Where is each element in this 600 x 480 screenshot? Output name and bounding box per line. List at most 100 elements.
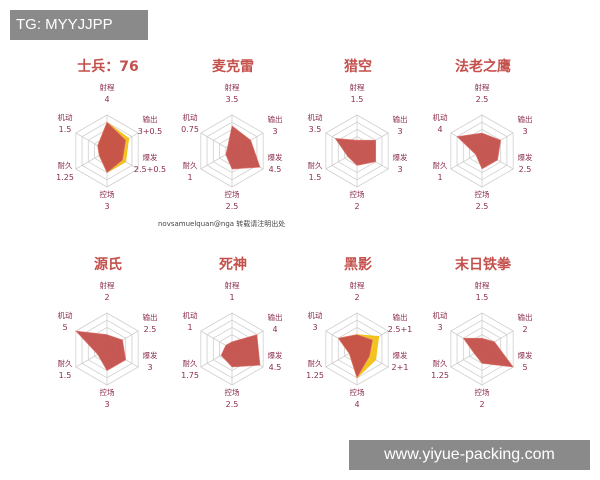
axis-value-label: 3: [397, 165, 402, 174]
axis-value-label: 4.5: [269, 363, 282, 372]
axis-value-label: 4: [272, 325, 277, 334]
chart-title: 死神: [218, 256, 247, 273]
chart-title: 麦克雷: [212, 58, 254, 75]
base-series-area: [456, 132, 502, 170]
axis-value-label: 1: [229, 293, 234, 302]
chart-title: 黑影: [344, 257, 372, 273]
axis-label: 控场: [100, 387, 115, 397]
axis-label: 控场: [350, 387, 365, 397]
axis-value-label: 1.5: [476, 293, 489, 302]
axis-value-label: 2: [104, 293, 109, 302]
chart-title: 末日铁拳: [455, 256, 512, 273]
axis-label: 射程: [225, 82, 240, 92]
axis-label: 输出: [393, 312, 408, 322]
axis-label: 爆发: [393, 152, 408, 162]
axis-label: 输出: [268, 114, 283, 124]
axis-value-label: 2: [522, 325, 527, 334]
chart-title: 源氏: [94, 256, 122, 273]
axis-label: 爆发: [518, 152, 533, 162]
axis-value-label: 1.25: [56, 173, 74, 182]
axis-label: 爆发: [143, 350, 158, 360]
axis-value-label: 3+0.5: [138, 127, 163, 136]
axis-label: 机动: [58, 310, 73, 320]
base-series-area: [75, 330, 127, 372]
axis-value-label: 1.5: [309, 173, 322, 182]
chart-title: 法老之鹰: [455, 58, 511, 75]
axis-value-label: 2.5: [476, 202, 489, 211]
axis-label: 耐久: [433, 160, 448, 170]
axis-label: 射程: [350, 280, 365, 290]
axis-value-label: 2.5+0.5: [134, 165, 166, 174]
axis-value-label: 2: [479, 400, 484, 409]
axis-value-label: 1.25: [431, 371, 449, 380]
axis-label: 耐久: [58, 160, 73, 170]
axis-value-label: 1: [437, 173, 442, 182]
axis-value-label: 0.75: [181, 125, 199, 134]
base-series-area: [225, 125, 261, 170]
axis-value-label: 1.5: [59, 125, 72, 134]
axis-label: 射程: [100, 82, 115, 92]
axis-value-label: 2.5: [226, 202, 239, 211]
axis-label: 耐久: [183, 358, 198, 368]
axis-value-label: 2.5: [519, 165, 532, 174]
axis-label: 耐久: [58, 358, 73, 368]
axis-value-label: 3: [104, 400, 109, 409]
axis-label: 输出: [268, 312, 283, 322]
axis-value-label: 3: [397, 127, 402, 136]
axis-label: 控场: [475, 387, 490, 397]
base-series-area: [97, 121, 127, 174]
axis-value-label: 1: [187, 173, 192, 182]
axis-label: 射程: [475, 82, 490, 92]
axis-value-label: 3: [272, 127, 277, 136]
axis-label: 控场: [100, 189, 115, 199]
axis-value-label: 2: [354, 293, 359, 302]
axis-value-label: 3: [312, 323, 317, 332]
axis-label: 机动: [58, 112, 73, 122]
axis-label: 耐久: [308, 160, 323, 170]
axis-label: 耐久: [433, 358, 448, 368]
chart-title: 士兵：76: [77, 58, 138, 75]
chart-title: 猎空: [344, 58, 372, 75]
axis-value-label: 1.25: [306, 371, 324, 380]
axis-value-label: 1.5: [59, 371, 72, 380]
axis-label: 机动: [308, 310, 323, 320]
axis-label: 射程: [100, 280, 115, 290]
base-series-area: [462, 337, 514, 368]
tg-overlay-label: TG: MYYJJPP: [10, 10, 148, 40]
base-series-area: [334, 138, 377, 166]
axis-label: 爆发: [393, 350, 408, 360]
axis-value-label: 2.5: [226, 400, 239, 409]
axis-label: 机动: [308, 112, 323, 122]
axis-value-label: 1: [187, 323, 192, 332]
axis-value-label: 1.75: [181, 371, 199, 380]
axis-value-label: 3.5: [309, 125, 322, 134]
axis-label: 输出: [143, 114, 158, 124]
axis-label: 机动: [183, 310, 198, 320]
axis-value-label: 2.5: [144, 325, 157, 334]
axis-value-label: 3: [104, 202, 109, 211]
axis-label: 爆发: [518, 350, 533, 360]
axis-value-label: 5: [522, 363, 527, 372]
axis-label: 机动: [433, 310, 448, 320]
axis-value-label: 3: [437, 323, 442, 332]
axis-label: 机动: [183, 112, 198, 122]
axis-value-label: 2.5: [476, 95, 489, 104]
axis-label: 输出: [518, 312, 533, 322]
axis-value-label: 1.5: [351, 95, 364, 104]
axis-value-label: 4: [354, 400, 359, 409]
axis-value-label: 4.5: [269, 165, 282, 174]
axis-label: 耐久: [308, 358, 323, 368]
credit-watermark: novsamuelquan@nga 转载请注明出处: [158, 220, 286, 228]
axis-label: 输出: [393, 114, 408, 124]
axis-label: 爆发: [268, 152, 283, 162]
axis-label: 爆发: [268, 350, 283, 360]
axis-label: 爆发: [143, 152, 158, 162]
axis-label: 射程: [225, 280, 240, 290]
